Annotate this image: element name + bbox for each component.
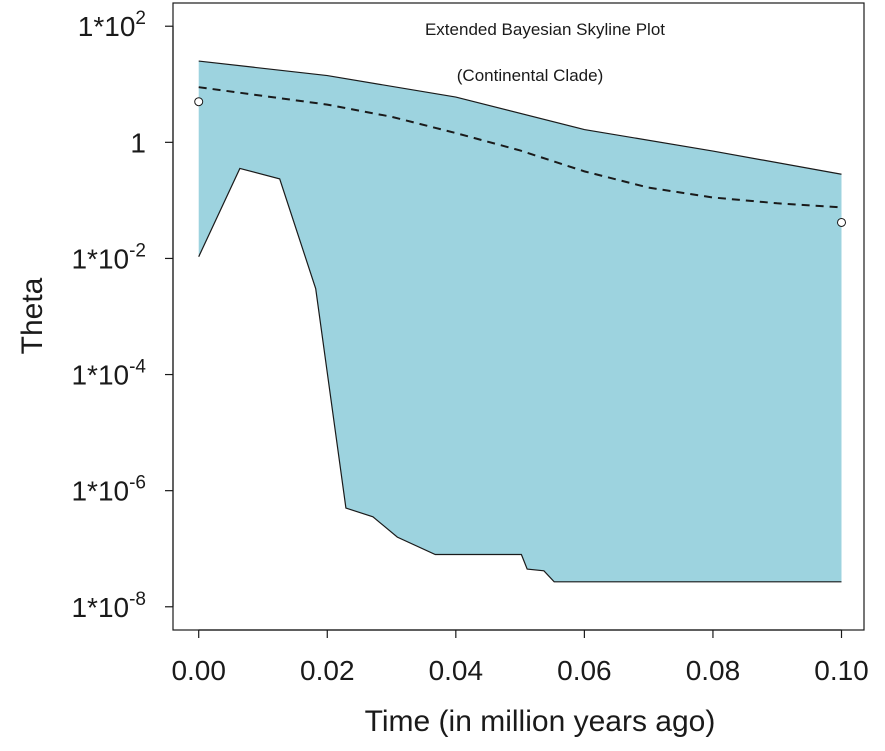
- x-tick-label: 0.08: [686, 655, 741, 686]
- x-tick-label: 0.04: [429, 655, 484, 686]
- x-tick-label: 0.06: [557, 655, 612, 686]
- median-line: [198, 86, 842, 209]
- y-axis: 1*102 1 1*10-2 1*10-4 1*10-6 1*10-8: [71, 8, 174, 623]
- y-tick-label: 1*10-4: [71, 357, 146, 391]
- hpd-band: [198, 61, 842, 582]
- y-tick-label: 1*10-2: [71, 240, 146, 274]
- y-tick-label: 1: [130, 127, 146, 158]
- hpd-area-layer: [198, 60, 842, 583]
- y-tick-label: 1*102: [78, 8, 146, 42]
- y-axis-title: Theta: [16, 277, 49, 354]
- endpoint-circle-0: [194, 97, 204, 107]
- chart-title: Extended Bayesian Skyline Plot: [425, 20, 665, 39]
- x-tick-label: 0.00: [171, 655, 226, 686]
- chart-subtitle: (Continental Clade): [457, 66, 603, 85]
- x-axis: 0.00 0.02 0.04 0.06 0.08 0.10: [171, 629, 869, 686]
- upper-hpd-line: [198, 60, 842, 175]
- median-layer: [198, 86, 842, 209]
- y-tick-label: 1*10-8: [71, 589, 146, 623]
- lower-hpd-line: [198, 167, 842, 583]
- x-axis-title: Time (in million years ago): [365, 705, 716, 738]
- endpoint-layer: [194, 97, 847, 227]
- x-tick-label: 0.10: [814, 655, 869, 686]
- x-tick-label: 0.02: [300, 655, 355, 686]
- y-tick-label: 1*10-6: [71, 473, 146, 507]
- endpoint-circle-1: [837, 217, 847, 227]
